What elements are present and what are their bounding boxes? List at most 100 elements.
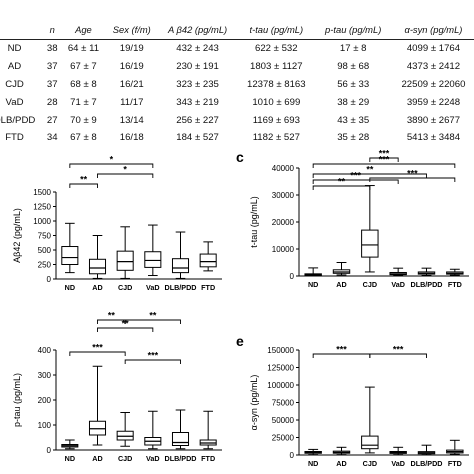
- x-tick-label: ND: [65, 454, 75, 463]
- table-row: ND 38 64 ± 11 19/19 432 ± 243 622 ± 532 17 ± 8…: [0, 40, 474, 58]
- significance-bracket: **: [312, 177, 371, 190]
- significance-bracket: ***: [124, 351, 181, 364]
- box-ND: [304, 448, 322, 456]
- significance-bracket: ***: [369, 169, 456, 182]
- significance-stars: **: [80, 175, 88, 185]
- bracket-line: [312, 179, 399, 184]
- significance-stars: *: [110, 155, 114, 165]
- bracket-line: [69, 163, 154, 168]
- y-tick-label: 250: [38, 261, 52, 270]
- x-tick-label: DLB/PDD: [411, 459, 443, 468]
- box-DLB/PDD: [171, 409, 190, 450]
- table-cell: 37: [46, 61, 58, 73]
- box-CJD: [361, 185, 379, 273]
- table-cell: 184 ± 527: [176, 132, 219, 144]
- table-header: n: [43, 22, 62, 40]
- abeta42-boxplot: 0 250 500 750 1000 1250 1500 Aβ42 (pg/mL) ND AD CJ…: [12, 155, 222, 292]
- y-axis-label: Aβ42 (pg/mL): [12, 208, 22, 263]
- table-cell: 323 ± 235: [176, 78, 219, 90]
- table-header: A β42 (pg/mL): [158, 22, 238, 40]
- box-DLB/PDD: [171, 231, 190, 279]
- box-ND: [304, 267, 322, 277]
- significance-stars: ***: [92, 343, 103, 353]
- bracket-line: [312, 353, 371, 358]
- significance-stars: **: [149, 311, 157, 321]
- box-iqr: [361, 435, 379, 450]
- table-body: ND 38 64 ± 11 19/19 432 ± 243 622 ± 532 17 ± 8…: [0, 40, 474, 147]
- demographics-table-section: n Age Sex (f/m) A β42 (pg/mL) t-tau (pg/…: [0, 0, 474, 150]
- significance-stars: ***: [350, 171, 361, 181]
- significance-bracket: ***: [312, 345, 371, 358]
- significance-stars: ***: [379, 155, 390, 165]
- y-tick-label: 1000: [33, 217, 51, 226]
- table-cell: 13/14: [119, 114, 144, 126]
- box-iqr: [199, 253, 217, 268]
- p-tau-boxplot: 0 100 200 300 400 p-tau (pg/mL) ND AD CJD VaD DLB/…: [12, 311, 222, 463]
- table-cell: 4099 ± 1764: [406, 43, 461, 55]
- y-tick-label: 300: [38, 371, 52, 380]
- table-cell: 67 ± 8: [70, 132, 97, 144]
- table-cell: 5413 ± 3484: [406, 132, 461, 144]
- significance-stars: **: [366, 165, 374, 175]
- box-CJD: [116, 412, 134, 447]
- table-cell: 98 ± 68: [337, 61, 370, 73]
- significance-bracket: **: [124, 311, 181, 324]
- table-cell: 56 ± 33: [337, 78, 370, 90]
- table-header: α-syn (pg/mL): [390, 22, 474, 40]
- box-VaD: [144, 410, 162, 450]
- box-AD: [88, 365, 107, 446]
- table-cell: 37: [46, 78, 58, 90]
- box-DLB/PDD: [417, 444, 436, 456]
- box-VaD: [389, 267, 407, 276]
- table-cell: 34: [46, 132, 58, 144]
- bracket-line: [312, 185, 371, 190]
- x-tick-label: FTD: [201, 283, 215, 292]
- y-tick-label: 75000: [272, 399, 295, 408]
- table-header-row: n Age Sex (f/m) A β42 (pg/mL) t-tau (pg/…: [0, 22, 474, 40]
- box-FTD: [446, 439, 464, 455]
- y-tick-label: 0: [47, 446, 52, 455]
- y-tick-label: 30000: [272, 191, 295, 200]
- t-tau-boxplot: c 0 10000 20000 30000 40000 t-tau (pg/mL) ND AD C…: [236, 149, 469, 289]
- box-iqr: [361, 229, 379, 258]
- box-VaD: [144, 224, 162, 277]
- y-tick-label: 125000: [267, 364, 294, 373]
- x-tick-label: ND: [308, 280, 318, 289]
- y-tick-label: 40000: [272, 164, 295, 173]
- bracket-line: [69, 183, 98, 188]
- bracket-line: [124, 319, 181, 324]
- box-AD: [88, 235, 107, 279]
- significance-stars: **: [108, 311, 116, 321]
- y-tick-label: 400: [38, 346, 52, 355]
- x-tick-label: ND: [65, 283, 75, 292]
- x-tick-label: CJD: [118, 283, 132, 292]
- bracket-line: [369, 353, 427, 358]
- bracket-line: [124, 359, 181, 364]
- table-cell: 622 ± 532: [254, 43, 298, 55]
- bracket-line: [69, 351, 126, 356]
- y-axis-label: α-syn (pg/mL): [249, 375, 259, 431]
- box-CJD: [361, 386, 379, 454]
- bracket-line: [312, 163, 456, 168]
- table-cell: 1010 ± 699: [252, 96, 301, 108]
- y-tick-label: 1500: [33, 188, 51, 197]
- box-VaD: [389, 446, 407, 456]
- box-iqr: [171, 432, 190, 446]
- table-cell: 38 ± 29: [337, 96, 370, 108]
- table-cell: 1803 ± 1127: [250, 61, 303, 73]
- box-iqr: [116, 250, 134, 271]
- table-cell: 64 ± 11: [67, 43, 100, 55]
- box-iqr: [116, 430, 134, 441]
- table-cell: 28: [46, 96, 58, 108]
- y-tick-label: 1250: [33, 203, 51, 212]
- box-iqr: [88, 258, 107, 275]
- significance-bracket: *: [97, 165, 154, 178]
- table-row-group: ND: [7, 43, 22, 55]
- x-tick-label: DLB/PDD: [411, 280, 443, 289]
- table-cell: 67 ± 7: [70, 61, 97, 73]
- box-AD: [332, 446, 351, 456]
- y-tick-label: 100: [38, 421, 52, 430]
- table-row: DLB/PDD 27 70 ± 9 13/14 256 ± 227 1169 ± 693 4…: [0, 111, 474, 129]
- table-cell: 16/18: [119, 132, 144, 144]
- significance-bracket: ***: [312, 171, 399, 184]
